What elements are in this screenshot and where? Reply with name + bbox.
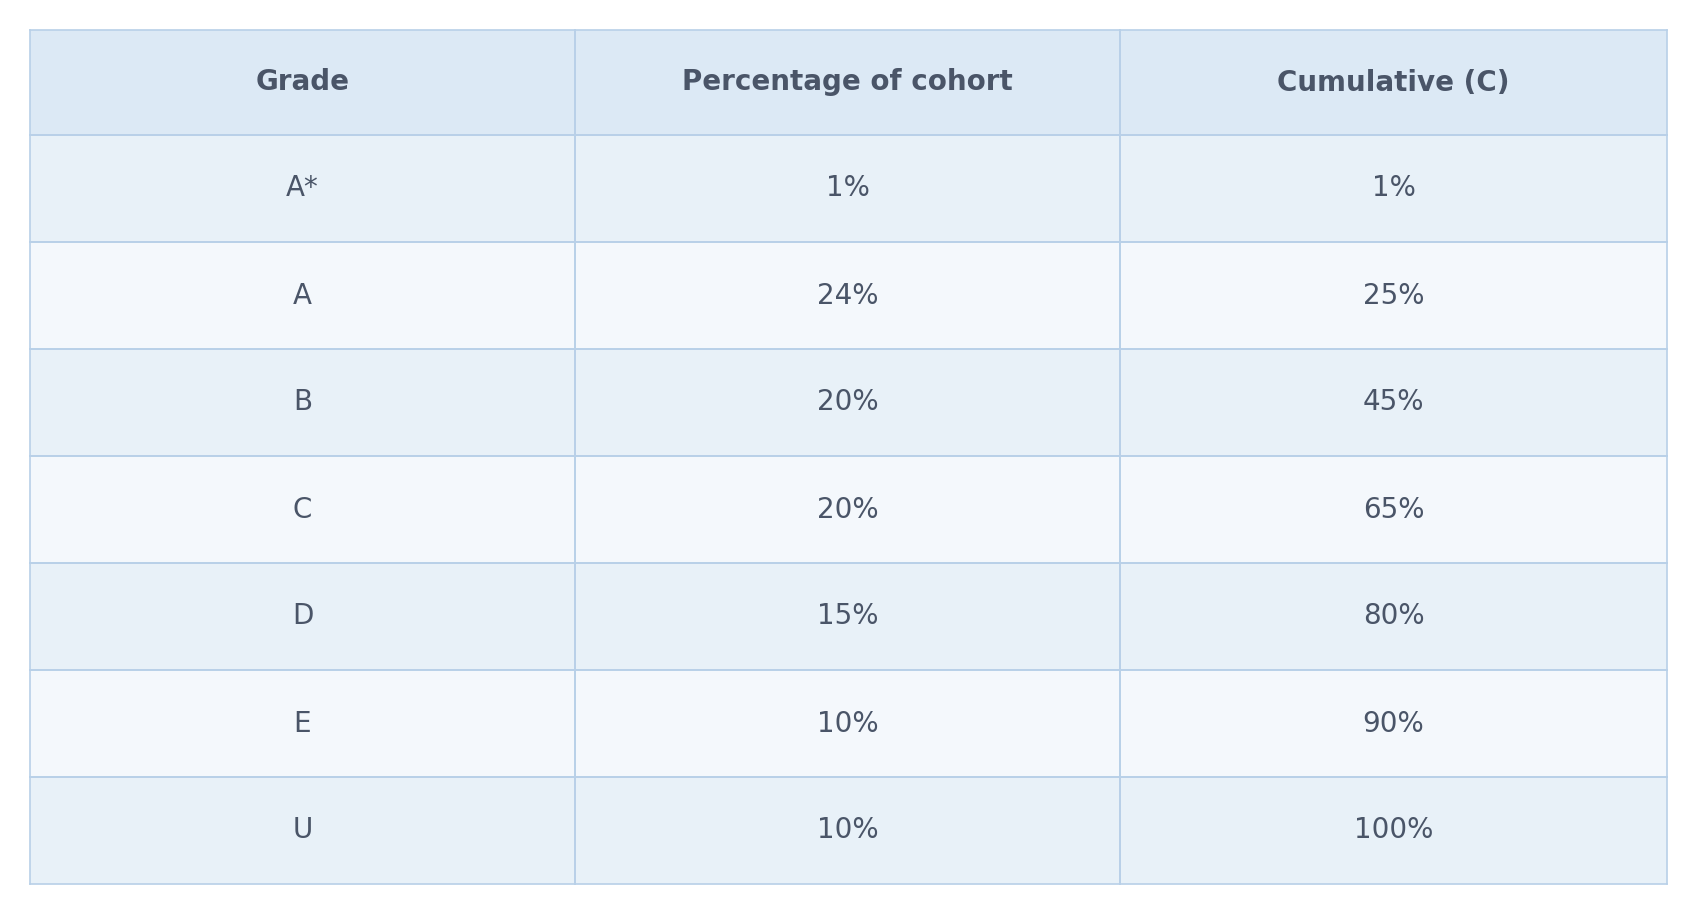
Bar: [1120, 777, 1666, 884]
Bar: [1120, 670, 1666, 777]
Bar: [1120, 30, 1666, 135]
Bar: [31, 30, 575, 135]
Text: 25%: 25%: [1363, 281, 1424, 310]
Text: 20%: 20%: [816, 388, 879, 416]
Text: 1%: 1%: [826, 175, 869, 203]
Text: C: C: [294, 496, 312, 523]
Text: 10%: 10%: [816, 816, 879, 844]
Bar: [31, 563, 575, 670]
Bar: [575, 563, 1120, 670]
Text: 80%: 80%: [1363, 603, 1424, 631]
Text: 45%: 45%: [1363, 388, 1424, 416]
Bar: [31, 670, 575, 777]
Text: 24%: 24%: [816, 281, 879, 310]
Bar: [575, 30, 1120, 135]
Bar: [1120, 349, 1666, 456]
Text: 65%: 65%: [1363, 496, 1424, 523]
Text: A*: A*: [287, 175, 319, 203]
Bar: [1120, 563, 1666, 670]
Bar: [31, 777, 575, 884]
Bar: [575, 777, 1120, 884]
Text: 20%: 20%: [816, 496, 879, 523]
Bar: [575, 670, 1120, 777]
Bar: [575, 349, 1120, 456]
Text: 100%: 100%: [1354, 816, 1434, 844]
Bar: [1120, 135, 1666, 242]
Bar: [575, 242, 1120, 349]
Bar: [31, 135, 575, 242]
Bar: [1120, 242, 1666, 349]
Bar: [31, 349, 575, 456]
Text: Grade: Grade: [256, 68, 350, 96]
Text: 1%: 1%: [1371, 175, 1415, 203]
Text: 15%: 15%: [816, 603, 879, 631]
Text: D: D: [292, 603, 314, 631]
Bar: [575, 456, 1120, 563]
Text: Percentage of cohort: Percentage of cohort: [682, 68, 1013, 96]
Text: E: E: [294, 709, 311, 738]
Bar: [31, 242, 575, 349]
Bar: [1120, 456, 1666, 563]
Text: 10%: 10%: [816, 709, 879, 738]
Text: A: A: [294, 281, 312, 310]
Text: U: U: [292, 816, 312, 844]
Text: Cumulative (C): Cumulative (C): [1278, 68, 1510, 96]
Bar: [575, 135, 1120, 242]
Bar: [31, 456, 575, 563]
Text: 90%: 90%: [1363, 709, 1424, 738]
Text: B: B: [294, 388, 312, 416]
